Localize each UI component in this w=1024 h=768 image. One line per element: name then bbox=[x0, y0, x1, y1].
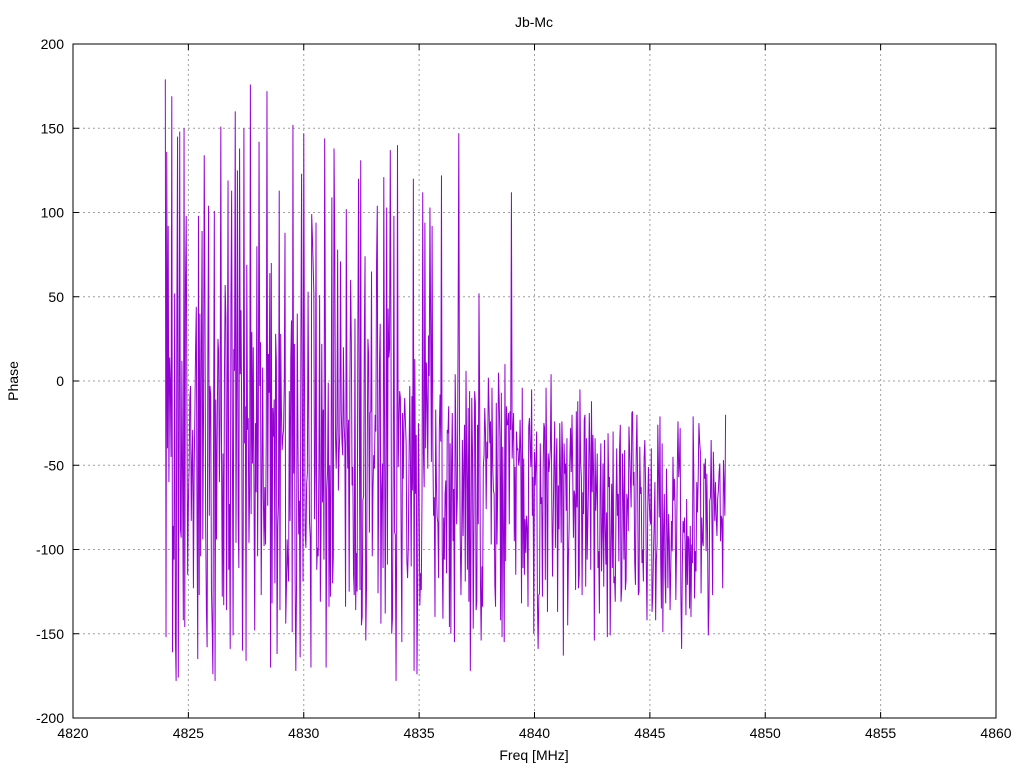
x-tick-label: 4830 bbox=[288, 725, 319, 741]
x-tick-label: 4845 bbox=[634, 725, 665, 741]
y-tick-label: -100 bbox=[36, 542, 64, 558]
chart-title: Jb-Mc bbox=[515, 14, 553, 30]
x-tick-label: 4835 bbox=[404, 725, 435, 741]
x-tick-label: 4820 bbox=[57, 725, 88, 741]
y-tick-label: -150 bbox=[36, 626, 64, 642]
x-tick-label: 4855 bbox=[865, 725, 896, 741]
x-axis-label: Freq [MHz] bbox=[499, 747, 568, 763]
y-tick-label: 0 bbox=[56, 373, 64, 389]
grid bbox=[73, 44, 996, 718]
y-tick-label: -50 bbox=[44, 457, 64, 473]
series-layer bbox=[164, 79, 727, 681]
x-tick-label: 4860 bbox=[980, 725, 1011, 741]
y-tick-label: 50 bbox=[48, 289, 64, 305]
y-tick-label: -200 bbox=[36, 710, 64, 726]
phase-series-line bbox=[164, 79, 727, 681]
y-axis-label: Phase bbox=[5, 361, 21, 401]
x-tick-label: 4840 bbox=[519, 725, 550, 741]
x-tick-label: 4850 bbox=[750, 725, 781, 741]
x-tick-label: 4825 bbox=[173, 725, 204, 741]
y-tick-label: 200 bbox=[41, 36, 65, 52]
tick-layer: 4820 4825 4830 4835 4840 4845 4850 4855 4860 -200… bbox=[36, 36, 1012, 741]
y-tick-label: 150 bbox=[41, 120, 65, 136]
y-tick-label: 100 bbox=[41, 205, 65, 221]
